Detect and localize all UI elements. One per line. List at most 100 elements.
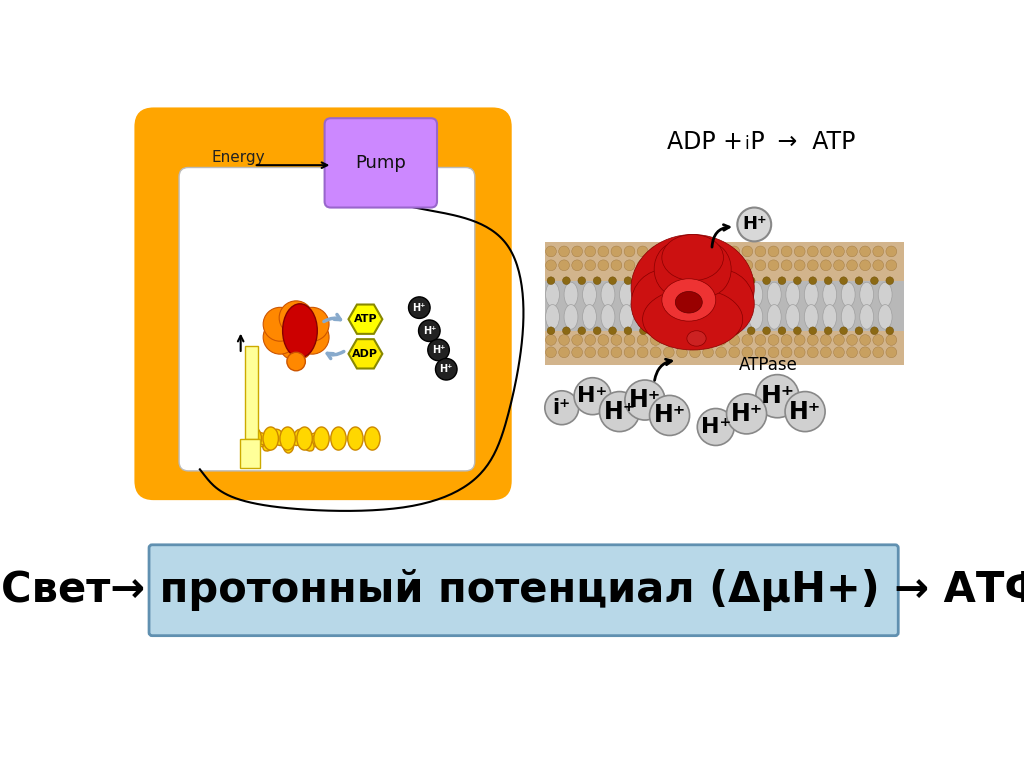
Text: ADP + P: ADP + P: [667, 130, 765, 154]
Text: H⁺: H⁺: [788, 400, 821, 423]
Circle shape: [677, 347, 687, 357]
Ellipse shape: [842, 282, 855, 307]
Circle shape: [686, 277, 693, 285]
Circle shape: [677, 260, 687, 271]
Circle shape: [608, 277, 616, 285]
Circle shape: [870, 327, 879, 334]
Circle shape: [781, 334, 792, 345]
Circle shape: [778, 277, 785, 285]
Ellipse shape: [767, 304, 781, 329]
Circle shape: [768, 347, 779, 357]
Ellipse shape: [749, 304, 763, 329]
Circle shape: [834, 334, 845, 345]
Ellipse shape: [546, 304, 559, 329]
Circle shape: [824, 327, 833, 334]
Circle shape: [807, 260, 818, 271]
Ellipse shape: [656, 304, 671, 329]
Circle shape: [625, 380, 665, 420]
Circle shape: [571, 334, 583, 345]
Circle shape: [689, 347, 700, 357]
Circle shape: [886, 260, 897, 271]
Circle shape: [716, 260, 727, 271]
Circle shape: [559, 246, 569, 257]
Circle shape: [840, 277, 848, 285]
Ellipse shape: [675, 304, 689, 329]
Text: ATP: ATP: [353, 314, 377, 324]
Circle shape: [834, 347, 845, 357]
Circle shape: [702, 260, 714, 271]
Ellipse shape: [255, 433, 271, 446]
Circle shape: [664, 260, 674, 271]
Ellipse shape: [620, 304, 634, 329]
Circle shape: [578, 327, 586, 334]
Ellipse shape: [785, 304, 800, 329]
Circle shape: [611, 347, 622, 357]
Ellipse shape: [804, 304, 818, 329]
Ellipse shape: [654, 242, 700, 296]
Circle shape: [755, 347, 766, 357]
Ellipse shape: [280, 427, 295, 450]
Circle shape: [625, 334, 635, 345]
Circle shape: [547, 277, 555, 285]
Circle shape: [664, 347, 674, 357]
Circle shape: [702, 246, 714, 257]
Circle shape: [625, 246, 635, 257]
Circle shape: [860, 334, 870, 345]
Circle shape: [737, 208, 771, 242]
Text: H⁺: H⁺: [578, 387, 607, 407]
Circle shape: [886, 246, 897, 257]
Text: H⁺: H⁺: [653, 403, 686, 427]
Text: H⁺: H⁺: [432, 345, 445, 355]
Circle shape: [809, 327, 816, 334]
Ellipse shape: [297, 427, 312, 450]
Circle shape: [664, 246, 674, 257]
Ellipse shape: [583, 282, 596, 307]
Circle shape: [409, 297, 430, 318]
Ellipse shape: [730, 304, 744, 329]
Ellipse shape: [712, 304, 726, 329]
Circle shape: [428, 339, 450, 360]
Circle shape: [574, 377, 611, 415]
Ellipse shape: [293, 430, 304, 446]
Text: ATPase: ATPase: [739, 357, 798, 374]
Ellipse shape: [331, 427, 346, 450]
Circle shape: [598, 260, 608, 271]
Circle shape: [834, 260, 845, 271]
Ellipse shape: [860, 282, 873, 307]
Ellipse shape: [767, 282, 781, 307]
Circle shape: [689, 260, 700, 271]
Circle shape: [664, 334, 674, 345]
Circle shape: [748, 277, 755, 285]
Circle shape: [677, 334, 687, 345]
Ellipse shape: [601, 282, 614, 307]
Circle shape: [625, 277, 632, 285]
Circle shape: [546, 347, 556, 357]
Text: H⁺: H⁺: [700, 417, 731, 437]
Ellipse shape: [687, 331, 707, 346]
Circle shape: [562, 327, 570, 334]
Circle shape: [637, 246, 648, 257]
Ellipse shape: [601, 304, 614, 329]
Bar: [545, 242, 904, 281]
Ellipse shape: [785, 282, 800, 307]
Circle shape: [593, 327, 601, 334]
Circle shape: [585, 334, 596, 345]
Ellipse shape: [306, 433, 322, 446]
Circle shape: [650, 246, 662, 257]
Circle shape: [872, 260, 884, 271]
Circle shape: [820, 334, 831, 345]
Circle shape: [860, 347, 870, 357]
Ellipse shape: [656, 282, 671, 307]
Circle shape: [847, 246, 857, 257]
Circle shape: [598, 246, 608, 257]
Circle shape: [625, 347, 635, 357]
Circle shape: [795, 334, 805, 345]
Circle shape: [742, 260, 753, 271]
Ellipse shape: [283, 304, 317, 357]
Circle shape: [727, 394, 767, 434]
Circle shape: [820, 246, 831, 257]
Circle shape: [625, 327, 632, 334]
Circle shape: [795, 246, 805, 257]
Circle shape: [702, 347, 714, 357]
Ellipse shape: [842, 304, 855, 329]
